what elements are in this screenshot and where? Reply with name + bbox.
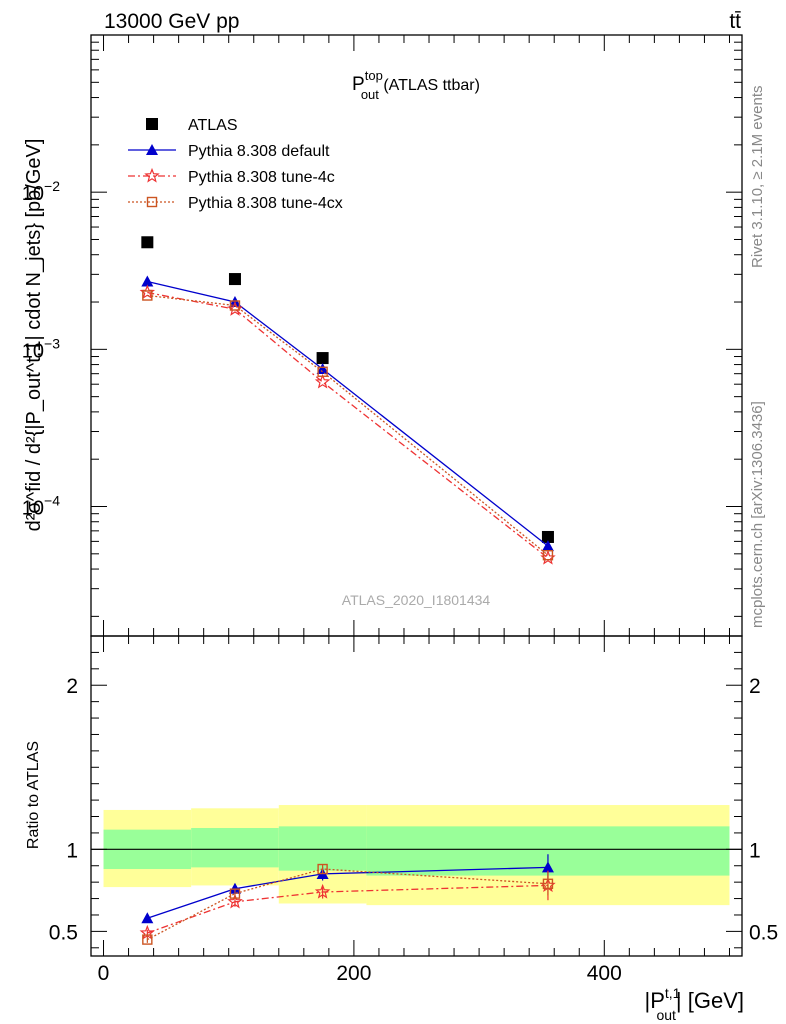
main-point-0-3: [541, 530, 554, 543]
ratio-axis-ticks: [91, 635, 742, 956]
main-point-1-2: [316, 362, 329, 374]
legend-marker-1: [146, 144, 158, 155]
ratio-point-1-0: [139, 924, 156, 940]
main-series-line-2: [147, 291, 549, 559]
process-label: tt̄: [729, 10, 741, 33]
main-panel: 10−4 10−3 10−2 Ptop out (ATLAS ttbar) d²σ^f…: [22, 34, 743, 637]
main-point-0-2: [316, 352, 329, 365]
legend-label-3: Pythia 8.308 tune-4cx: [188, 195, 343, 212]
ratio-point-0-3: [541, 861, 554, 873]
ratio-plot-area: [91, 805, 742, 945]
main-y-tick-labels: 10−4 10−3 10−2: [22, 178, 60, 519]
ratio-y-tick-label-left: 1: [66, 839, 78, 862]
ratio-tick-labels: 0.5 0.5 1 1 2 2 0 200 400: [49, 675, 778, 985]
main-series-line-3: [147, 294, 549, 556]
ratio-point-2-1: [229, 888, 241, 899]
main-point-2-2: [314, 373, 331, 389]
main-series-line-1: [147, 280, 549, 547]
main-y-tick-label: 10−4: [22, 493, 60, 520]
ratio-point-0-0: [141, 912, 154, 924]
ratio-frame: [90, 635, 743, 957]
main-point-3-3: [542, 549, 554, 561]
main-y-tick-label: 10−2: [22, 178, 60, 205]
main-point-3-2: [317, 366, 328, 377]
ratio-x-tick-label: 400: [587, 962, 622, 985]
mcplots-label: mcplots.cern.ch [arXiv:1306.3436]: [749, 401, 766, 628]
legend: ATLAS Pythia 8.308 default Pythia 8.308 tu…: [128, 117, 343, 212]
main-point-3-1: [229, 300, 241, 311]
ratio-point-1-2: [314, 883, 331, 899]
main-y-tick-label: 10−3: [22, 335, 60, 362]
rivet-label: Rivet 3.1.10, ≥ 2.1M events: [749, 86, 766, 269]
plot-title: Ptop out (ATLAS ttbar): [352, 68, 480, 102]
ratio-point-1-1: [227, 893, 243, 909]
legend-marker-0: [146, 118, 158, 130]
legend-marker-3: [146, 196, 158, 208]
main-axis-ticks: [91, 34, 742, 636]
ratio-series-line-2: [146, 868, 549, 941]
ratio-x-tick-label: 200: [336, 962, 371, 985]
ratio-band-green-1: [191, 828, 279, 868]
main-point-1-0: [141, 275, 154, 287]
ratio-point-0-1: [228, 882, 241, 894]
ratio-y-axis-label: Ratio to ATLAS: [25, 741, 42, 849]
ratio-y-tick-label-left: 0.5: [49, 921, 78, 944]
x-axis-label: |Pt,1 out| [GeV]: [644, 985, 744, 1023]
ratio-point-2-2: [317, 863, 328, 875]
ratio-y-tick-label-right: 1: [749, 839, 761, 862]
legend-label-1: Pythia 8.308 default: [188, 143, 330, 160]
analysis-tag: ATLAS_2020_I1801434: [342, 592, 491, 608]
main-point-0-1: [228, 273, 241, 286]
energy-label: 13000 GeV pp: [104, 10, 239, 33]
legend-marker-2: [144, 167, 160, 183]
ratio-series-line-1: [147, 884, 549, 934]
ratio-y-tick-label-right: 2: [749, 675, 761, 698]
legend-label-2: Pythia 8.308 tune-4c: [188, 169, 335, 186]
ratio-band-green-2: [278, 826, 367, 871]
ratio-point-2-0: [142, 934, 153, 945]
ratio-point-2-3: [542, 878, 554, 889]
ratio-x-tick-label: 0: [98, 962, 110, 985]
legend-label-0: ATLAS: [188, 117, 238, 134]
ratio-panel: 0.5 0.5 1 1 2 2 0 200 400 Ratio to ATLAS |Pt,1 ou…: [25, 635, 778, 1023]
ratio-y-tick-label-right: 0.5: [749, 921, 778, 944]
ratio-y-tick-label-left: 2: [66, 675, 78, 698]
main-y-axis-label: d²σ^fid / d²{|P_out^t,1| cdot N_jets} [p…: [23, 139, 45, 532]
main-point-1-3: [541, 540, 554, 552]
main-point-0-0: [141, 236, 154, 249]
main-point-3-0: [142, 290, 153, 301]
main-plot-area: [139, 236, 556, 565]
